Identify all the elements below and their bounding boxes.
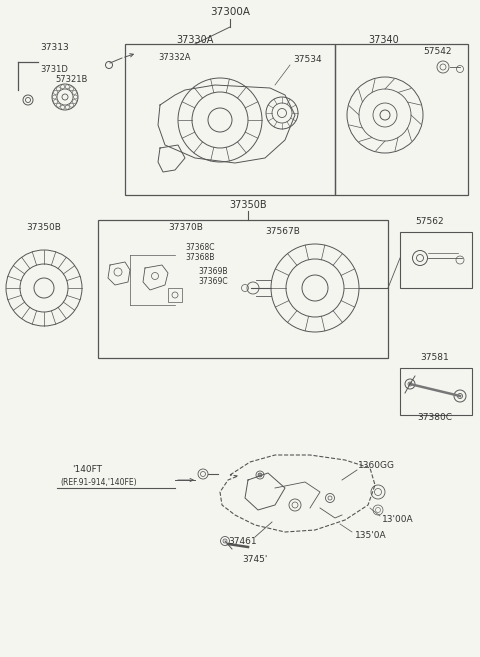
Circle shape — [60, 105, 65, 109]
Text: 37350B: 37350B — [26, 223, 61, 233]
Text: 135'0A: 135'0A — [355, 532, 386, 541]
Text: 37340: 37340 — [368, 35, 399, 45]
Bar — [400, 368, 472, 415]
Circle shape — [72, 100, 76, 104]
Circle shape — [65, 105, 69, 109]
Text: 37332A: 37332A — [158, 53, 191, 62]
Circle shape — [52, 95, 57, 99]
Text: 37461: 37461 — [228, 537, 257, 547]
Text: 13'00A: 13'00A — [382, 516, 414, 524]
Text: (REF.91-914,'140FE): (REF.91-914,'140FE) — [60, 478, 137, 487]
Circle shape — [57, 87, 60, 91]
Text: 37330A: 37330A — [176, 35, 214, 45]
Circle shape — [72, 91, 76, 95]
Text: 3731D: 3731D — [40, 66, 68, 74]
Text: 37534: 37534 — [293, 55, 322, 64]
Circle shape — [73, 95, 77, 99]
Text: 37350B: 37350B — [229, 200, 267, 210]
Circle shape — [258, 473, 262, 477]
Text: 57542: 57542 — [424, 47, 452, 57]
Bar — [168, 288, 182, 302]
Bar — [400, 232, 472, 288]
Circle shape — [70, 87, 73, 91]
Text: 37300A: 37300A — [210, 7, 250, 17]
Bar — [98, 220, 388, 358]
Bar — [335, 44, 468, 195]
Text: 37368C: 37368C — [185, 244, 215, 252]
Text: 37368B: 37368B — [185, 254, 215, 263]
Text: 57562: 57562 — [416, 217, 444, 227]
Text: 37380C: 37380C — [418, 413, 453, 422]
Circle shape — [60, 85, 65, 89]
Circle shape — [65, 85, 69, 89]
Text: 37313: 37313 — [41, 43, 70, 51]
Text: 37369B: 37369B — [198, 267, 228, 277]
Circle shape — [54, 91, 58, 95]
Text: 1360GG: 1360GG — [358, 461, 395, 470]
Text: 37567B: 37567B — [265, 227, 300, 237]
Circle shape — [54, 100, 58, 104]
Text: 57321B: 57321B — [55, 76, 87, 85]
Text: 37369C: 37369C — [198, 277, 228, 286]
Circle shape — [70, 103, 73, 107]
Text: '140FT: '140FT — [72, 466, 102, 474]
Text: 37370B: 37370B — [168, 223, 203, 233]
Bar — [125, 44, 335, 195]
Text: 37581: 37581 — [420, 353, 449, 363]
Text: 3745': 3745' — [242, 556, 268, 564]
Circle shape — [57, 103, 60, 107]
